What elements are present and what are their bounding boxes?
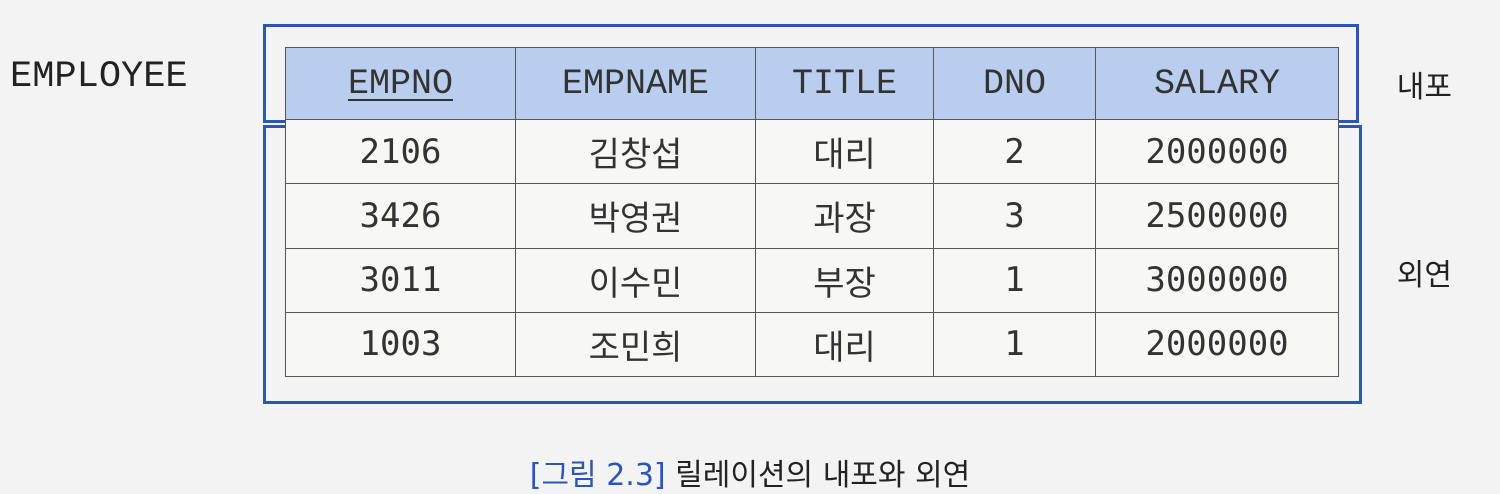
cell-title: 대리	[755, 311, 934, 378]
figure-caption: [그림 2.3] 릴레이션의 내포와 외연	[0, 450, 1500, 494]
caption-text: 릴레이션의 내포와 외연	[675, 458, 971, 493]
cell-empname: 박영권	[515, 183, 756, 249]
column-header-empno: EMPNO	[285, 47, 516, 120]
cell-empno: 3426	[285, 183, 516, 249]
cell-title: 대리	[755, 118, 934, 185]
column-header-dno: DNO	[933, 47, 1096, 120]
cell-dno: 3	[933, 183, 1096, 249]
header-row: EMPNO EMPNAME TITLE DNO SALARY	[285, 47, 1339, 120]
cell-salary: 2000000	[1095, 311, 1339, 378]
cell-title: 과장	[755, 183, 934, 249]
relation-name: EMPLOYEE	[10, 56, 188, 98]
table-row: 2106 김창섭 대리 2 2000000	[285, 118, 1339, 185]
table-row: 3426 박영권 과장 3 2500000	[285, 183, 1339, 249]
cell-empname: 이수민	[515, 247, 756, 313]
extension-label: 외연	[1396, 258, 1452, 293]
figure-number: [그림 2.3]	[529, 458, 666, 493]
employee-table: EMPNO EMPNAME TITLE DNO SALARY 2106 김창섭 …	[285, 47, 1339, 378]
cell-dno: 1	[933, 311, 1096, 378]
column-header-title: TITLE	[755, 47, 934, 120]
cell-dno: 2	[933, 118, 1096, 185]
cell-salary: 3000000	[1095, 247, 1339, 313]
cell-dno: 1	[933, 247, 1096, 313]
table-row: 3011 이수민 부장 1 3000000	[285, 247, 1339, 313]
primary-key-label: EMPNO	[347, 63, 454, 104]
intension-label: 내포	[1396, 70, 1452, 105]
cell-empno: 3011	[285, 247, 516, 313]
cell-salary: 2500000	[1095, 183, 1339, 249]
cell-empno: 1003	[285, 311, 516, 378]
cell-salary: 2000000	[1095, 118, 1339, 185]
column-header-salary: SALARY	[1095, 47, 1339, 120]
cell-empno: 2106	[285, 118, 516, 185]
cell-empname: 김창섭	[515, 118, 756, 185]
cell-title: 부장	[755, 247, 934, 313]
cell-empname: 조민희	[515, 311, 756, 378]
table-row: 1003 조민희 대리 1 2000000	[285, 311, 1339, 378]
column-header-empname: EMPNAME	[515, 47, 756, 120]
